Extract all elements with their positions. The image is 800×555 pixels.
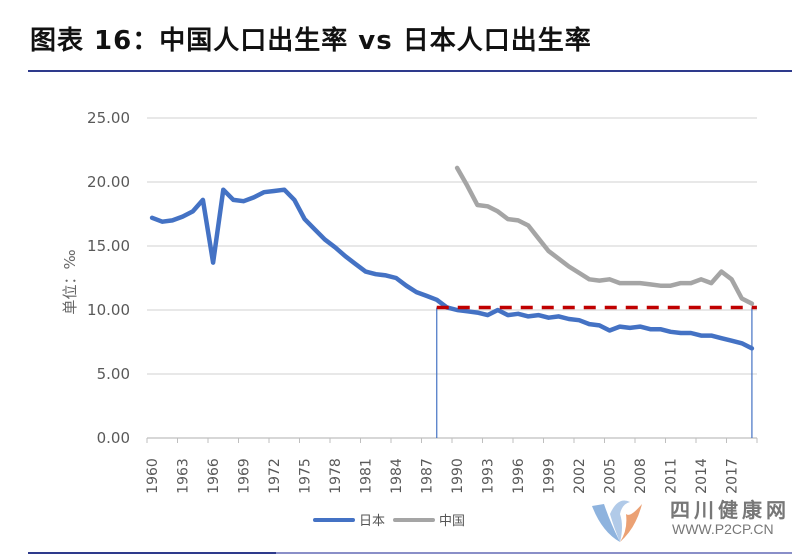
series-lines	[149, 165, 755, 351]
footer-divider-light	[276, 552, 792, 554]
phoenix-logo-icon	[592, 500, 642, 542]
x-tick-label: 2014	[694, 458, 710, 494]
watermark-name: 四川健康网	[670, 498, 790, 522]
y-tick-label: 0.00	[97, 429, 130, 447]
x-tick-label: 1972	[267, 458, 283, 494]
y-tick-label: 15.00	[87, 237, 130, 255]
y-tick-label: 25.00	[87, 109, 130, 127]
x-tick-label: 1969	[237, 458, 253, 494]
legend-label-japan: 日本	[359, 514, 386, 529]
x-tick-label: 2002	[572, 458, 588, 494]
legend-swatch-japan	[313, 517, 355, 522]
x-tick-label: 1993	[481, 458, 497, 494]
annotations	[436, 307, 753, 438]
y-tick-label: 5.00	[97, 365, 130, 383]
x-tick-label: 1960	[145, 458, 161, 494]
footer-divider	[28, 552, 276, 554]
x-tick-label: 2017	[725, 458, 741, 494]
x-tick-label: 2005	[603, 458, 619, 494]
x-tick-label: 1963	[176, 458, 192, 494]
x-tick-label: 1999	[542, 458, 558, 494]
x-tick-label: 1981	[359, 458, 375, 494]
watermark-url: WWW.P2CP.CN	[672, 521, 774, 537]
x-tick-label: 1996	[511, 458, 527, 494]
y-axis-label: 单位：‰	[61, 249, 79, 314]
legend-item-china: 中国	[393, 510, 465, 529]
series-line-中国	[454, 165, 755, 306]
x-tick-label: 2008	[633, 458, 649, 494]
x-tick-label: 1978	[328, 458, 344, 494]
legend: 日本 中国	[313, 510, 465, 529]
x-tick-label: 1966	[206, 458, 222, 494]
x-tick-label: 1975	[298, 458, 314, 494]
x-tick-label: 2011	[664, 458, 680, 494]
x-axis: 1960 1963 1966 1969 1972 1975 1978 1981 1984 1987…	[145, 437, 758, 494]
x-tick-label: 1987	[420, 458, 436, 494]
x-tick-label: 1984	[389, 458, 405, 494]
title-divider	[28, 70, 792, 72]
gridlines	[147, 117, 757, 375]
y-axis: 0.00 5.00 10.00 15.00 20.00 25.00	[87, 109, 130, 447]
legend-swatch-china	[393, 517, 436, 522]
y-tick-label: 20.00	[87, 173, 130, 191]
watermark: 四川健康网 WWW.P2CP.CN	[580, 492, 790, 550]
series-line-日本	[149, 187, 755, 351]
legend-item-japan: 日本	[313, 510, 385, 529]
legend-label-china: 中国	[439, 514, 466, 529]
y-tick-label: 10.00	[87, 301, 130, 319]
chart-title: 图表 16：中国人口出生率 vs 日本人口出生率	[30, 26, 592, 56]
x-tick-label: 1990	[450, 458, 466, 494]
